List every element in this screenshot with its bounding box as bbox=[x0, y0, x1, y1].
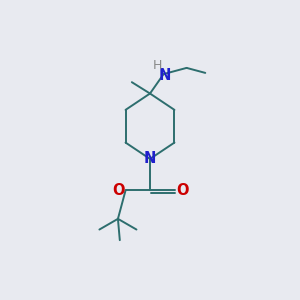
Text: N: N bbox=[159, 68, 171, 83]
Text: H: H bbox=[152, 58, 162, 72]
Text: O: O bbox=[112, 183, 124, 198]
Text: N: N bbox=[144, 152, 156, 166]
Text: O: O bbox=[176, 183, 189, 198]
